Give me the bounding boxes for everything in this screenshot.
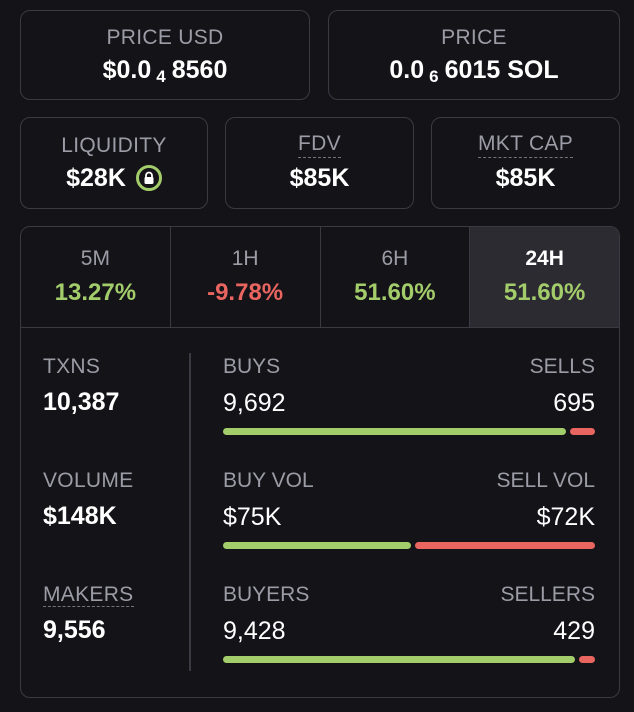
price-usd-zero-count: 4 — [156, 67, 166, 86]
buy-sell-vol-bar — [223, 542, 595, 549]
price-sol-digits: 6015 SOL — [444, 55, 559, 84]
lock-icon[interactable] — [135, 165, 162, 191]
buyers-label: BUYERS — [223, 583, 310, 606]
sells-label: SELLS — [529, 355, 595, 378]
buy-sell-vol-row: BUY VOL SELL VOL $75K $72K — [223, 469, 595, 549]
buy-vol-label: BUY VOL — [223, 469, 314, 492]
buy-segment — [223, 428, 566, 435]
price-usd-prefix: $0.0 — [102, 55, 152, 84]
column-divider — [189, 353, 191, 671]
sells-value: 695 — [553, 389, 595, 417]
tab-1h[interactable]: 1H -9.78% — [171, 227, 321, 327]
txns-stat: TXNS 10,387 — [43, 355, 193, 417]
tab-24h[interactable]: 24H 51.60% — [470, 227, 619, 327]
mkt-cap-value: $85K — [495, 163, 556, 192]
volume-stat: VOLUME $148K — [43, 469, 193, 531]
tab-6h[interactable]: 6H 51.60% — [321, 227, 471, 327]
fdv-value: $85K — [289, 163, 350, 192]
tab-label: 24H — [525, 247, 564, 270]
sell-vol-value: $72K — [536, 503, 595, 531]
stats-panel: 5M 13.27% 1H -9.78% 6H 51.60% 24H 51.60%… — [20, 226, 620, 698]
price-usd-label: PRICE USD — [106, 25, 224, 49]
volume-value: $148K — [43, 502, 117, 530]
tab-5m[interactable]: 5M 13.27% — [21, 227, 171, 327]
liquidity-value: $28K — [66, 163, 126, 192]
buys-sells-row: BUYS SELLS 9,692 695 — [223, 355, 595, 435]
buy-segment — [223, 656, 575, 663]
price-sol-zero-count: 6 — [429, 67, 439, 86]
buyers-value: 9,428 — [223, 617, 286, 645]
tab-label: 6H — [381, 247, 409, 270]
mkt-cap-card: MKT CAP $85K — [431, 117, 620, 209]
sellers-value: 429 — [553, 617, 595, 645]
sell-segment — [415, 542, 595, 549]
buyers-sellers-bar — [223, 656, 595, 663]
sellers-label: SELLERS — [500, 583, 595, 606]
buys-label: BUYS — [223, 355, 281, 378]
volume-label: VOLUME — [43, 469, 134, 492]
sell-segment — [570, 428, 595, 435]
buy-vol-value: $75K — [223, 503, 282, 531]
tab-label: 5M — [80, 247, 110, 270]
price-sol-value: 0.0 6 6015 SOL — [389, 55, 559, 87]
txns-value: 10,387 — [43, 388, 120, 416]
makers-stat: MAKERS 9,556 — [43, 583, 193, 645]
buy-segment — [223, 542, 411, 549]
price-sol-card: PRICE 0.0 6 6015 SOL — [328, 10, 620, 100]
liquidity-card: LIQUIDITY $28K — [20, 117, 208, 209]
sell-segment — [579, 656, 595, 663]
makers-value: 9,556 — [43, 616, 106, 644]
txns-label: TXNS — [43, 355, 101, 378]
price-usd-card: PRICE USD $0.0 4 8560 — [20, 10, 310, 100]
buys-value: 9,692 — [223, 389, 286, 417]
tab-change: -9.78% — [207, 279, 284, 306]
buyers-sellers-row: BUYERS SELLERS 9,428 429 — [223, 583, 595, 663]
fdv-label[interactable]: FDV — [298, 133, 341, 158]
tab-change: 51.60% — [354, 279, 436, 306]
mkt-cap-label[interactable]: MKT CAP — [477, 133, 574, 158]
price-sol-label: PRICE — [441, 25, 507, 49]
makers-label[interactable]: MAKERS — [43, 583, 134, 607]
fdv-card: FDV $85K — [225, 117, 414, 209]
buys-sells-bar — [223, 428, 595, 435]
price-usd-value: $0.0 4 8560 — [102, 55, 228, 87]
tab-change: 13.27% — [54, 279, 137, 306]
tab-change: 51.60% — [503, 279, 586, 306]
liquidity-label: LIQUIDITY — [61, 133, 167, 157]
tab-label: 1H — [231, 247, 259, 270]
liquidity-value-row: $28K — [66, 164, 162, 193]
price-usd-digits: 8560 — [171, 55, 228, 84]
timeframe-tabs: 5M 13.27% 1H -9.78% 6H 51.60% 24H 51.60% — [21, 227, 619, 328]
sell-vol-label: SELL VOL — [496, 469, 595, 492]
price-sol-prefix: 0.0 — [389, 55, 425, 84]
